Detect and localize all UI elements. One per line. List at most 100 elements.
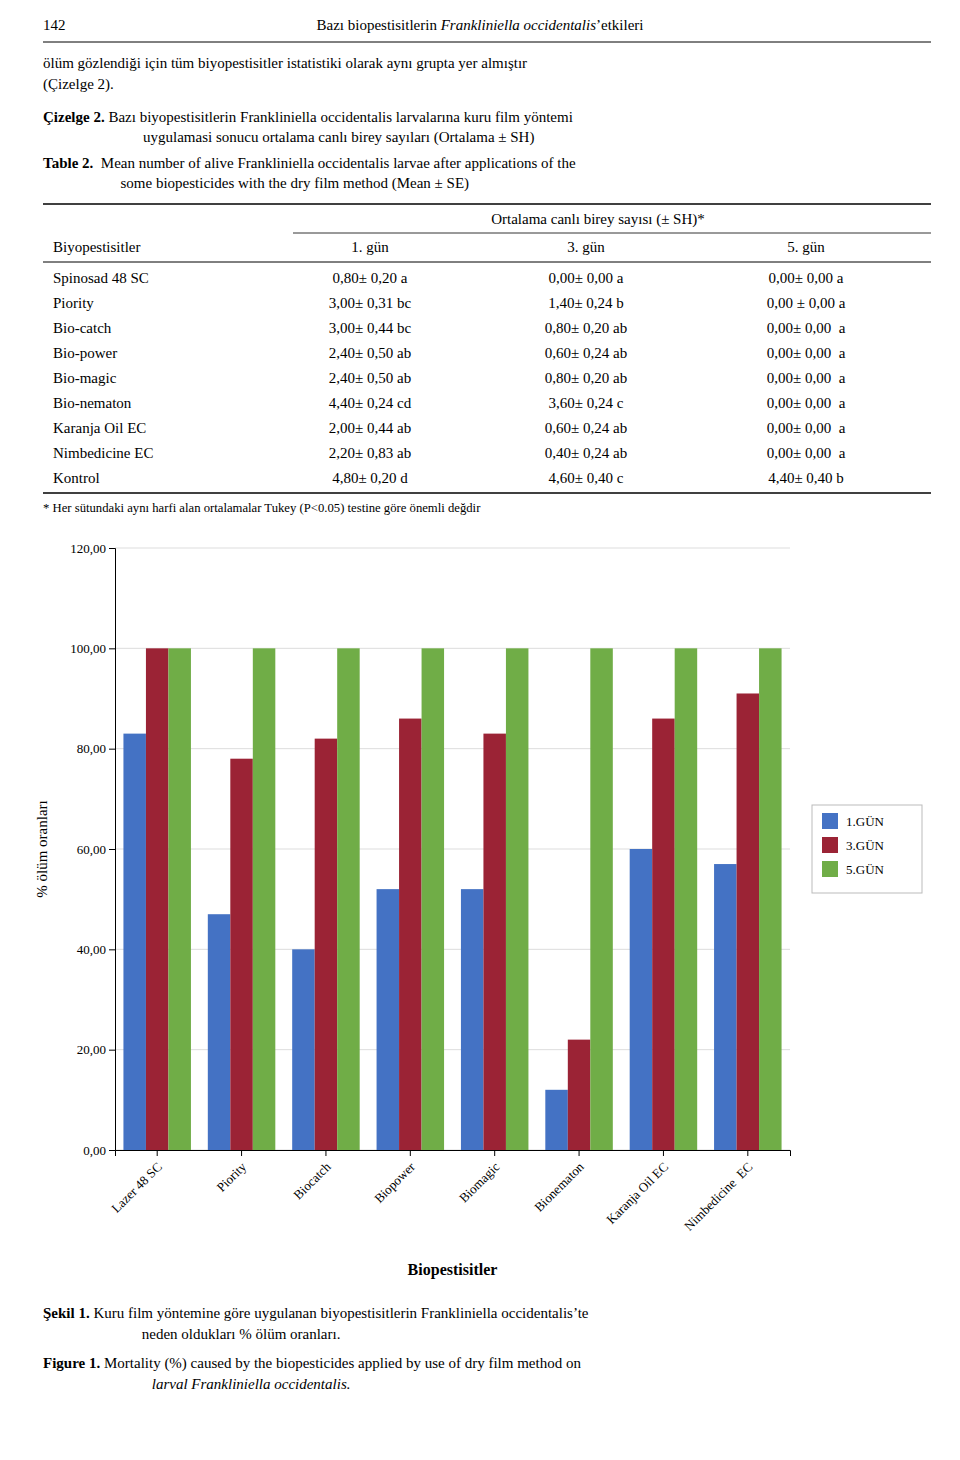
y-tick: 40,00 <box>77 942 115 957</box>
x-tick: Biopower <box>371 1150 418 1206</box>
figure-caption-part: Figure 1. <box>43 1355 100 1371</box>
y-tick: 20,00 <box>77 1042 115 1057</box>
x-tick-mark <box>241 1150 242 1156</box>
page: {"chart_data": { "type": "bar", "categor… <box>0 0 960 1460</box>
axis-domain <box>109 549 116 1151</box>
footnote: * Her sütundaki aynı harfi alan ortalama… <box>43 501 481 515</box>
x-axis-label: Biopestisitler <box>408 1261 498 1279</box>
bar <box>230 759 253 1150</box>
table-cell: 3,00± 0,31 bc <box>329 295 412 311</box>
table-cell: Bio-catch <box>53 320 112 336</box>
figure-caption: neden oldukları % ölüm oranları. <box>138 1326 340 1342</box>
y-tick-label: 100,00 <box>70 641 106 656</box>
x-tick-label: Bionematon <box>531 1159 587 1215</box>
y-tick-mark <box>109 1050 115 1051</box>
bar <box>545 1090 568 1150</box>
table-cell: 0,80± 0,20 ab <box>545 320 627 336</box>
bar <box>652 719 675 1150</box>
table-column-header: Biyopestisitler <box>53 239 141 255</box>
x-tick-label: Lazer 48 SC <box>108 1159 165 1216</box>
y-tick-label: 60,00 <box>77 842 106 857</box>
figure-caption: larval Frankliniella occidentalis. <box>148 1376 350 1392</box>
table-bottom-rule <box>43 492 931 494</box>
y-tick-mark <box>109 849 115 850</box>
table-cell: 4,60± 0,40 c <box>549 470 624 486</box>
bar <box>590 648 613 1150</box>
bar <box>377 889 400 1150</box>
table-caption: some biopesticides with the dry film met… <box>113 175 469 192</box>
y-tick: 0,00 <box>83 1143 115 1158</box>
bar <box>737 693 760 1150</box>
bars <box>123 648 781 1150</box>
y-tick-label: 80,00 <box>77 741 106 756</box>
x-tick-label: Nimbedicine EC <box>681 1159 755 1233</box>
figure-caption: Şekil 1. Kuru film yöntemine göre uygula… <box>43 1305 589 1321</box>
bar <box>714 864 737 1150</box>
bar <box>253 648 276 1150</box>
x-tick-mark <box>410 1150 411 1156</box>
x-tick: Nimbedicine EC <box>681 1150 755 1234</box>
header-rule <box>43 42 931 43</box>
table-caption-part: Table 2. <box>43 155 94 171</box>
table-cell: 0,40± 0,24 ab <box>545 445 627 461</box>
axis-domain <box>116 1151 791 1157</box>
table-cell: Kontrol <box>53 470 100 486</box>
y-tick: 80,00 <box>77 741 115 756</box>
x-tick-label: Biopower <box>371 1159 418 1206</box>
legend-label: 1.GÜN <box>846 814 885 829</box>
y-tick-mark <box>109 548 115 549</box>
bar <box>759 648 782 1150</box>
figure-caption-part: Şekil 1. <box>43 1305 90 1321</box>
y-axis: 0,0020,0040,0060,0080,00100,00120,00 <box>70 541 115 1158</box>
legend-item: 5.GÜN <box>822 861 885 877</box>
table-cell: 0,00± 0,00 a <box>767 370 846 386</box>
table-caption: Çizelge 2. Bazı biyopestisitlerin Frankl… <box>43 109 573 125</box>
table-span-header: Ortalama canlı birey sayısı (± SH)* <box>491 211 705 228</box>
x-tick-mark <box>494 1150 495 1156</box>
table-sub-rule <box>293 233 931 234</box>
table-cell: 3,00± 0,44 bc <box>329 320 412 336</box>
y-tick: 100,00 <box>70 641 115 656</box>
table-cell: 0,00± 0,00 a <box>767 395 846 411</box>
figure-caption-part: Kuru film yöntemine göre uygulanan biyop… <box>90 1305 589 1321</box>
bar <box>630 849 653 1150</box>
x-tick: Biocatch <box>290 1150 334 1202</box>
table-cell: 4,80± 0,20 d <box>332 470 408 486</box>
table-cell: Karanja Oil EC <box>53 420 146 436</box>
table-cell: 2,40± 0,50 ab <box>329 345 411 361</box>
bar <box>292 949 315 1150</box>
table-column-header: 1. gün <box>351 239 389 255</box>
bar-series <box>146 648 759 1150</box>
y-tick-mark <box>109 949 115 950</box>
header: Bazı biopestisitlerin Frankliniella occi… <box>316 17 643 33</box>
legend-frame <box>812 805 922 893</box>
x-tick: Bionematon <box>531 1150 587 1215</box>
table-cell: 2,40± 0,50 ab <box>329 370 411 386</box>
x-tick: Biomagic <box>456 1150 503 1205</box>
x-tick: Lazer 48 SC <box>108 1150 165 1216</box>
table-cell: 0,00± 0,00 a <box>549 270 624 286</box>
table-top-rule <box>43 203 931 205</box>
y-tick-mark <box>109 648 115 649</box>
legend-swatch <box>822 861 838 877</box>
table-caption-part: Çizelge 2. <box>43 109 105 125</box>
table-caption: uygulamasi sonucu ortalama canlı birey s… <box>143 129 534 146</box>
table-cell: Bio-power <box>53 345 117 361</box>
x-tick-label: Biomagic <box>456 1159 503 1206</box>
legend-item: 3.GÜN <box>822 837 885 853</box>
table-cell: 0,00± 0,00 a <box>769 270 844 286</box>
bar <box>315 739 338 1150</box>
legend-swatch <box>822 813 838 829</box>
x-tick-mark <box>325 1150 326 1156</box>
table-caption-part: Mean number of alive Frankliniella occid… <box>93 155 576 171</box>
y-tick-mark <box>109 749 115 750</box>
table-cell: 0,60± 0,24 ab <box>545 345 627 361</box>
table-cell: Piority <box>53 295 94 311</box>
y-tick-mark <box>109 1150 115 1151</box>
table-cell: 0,00± 0,00 a <box>767 445 846 461</box>
chart: 0,0020,0040,0060,0080,00100,00120,00Laze… <box>34 541 922 1279</box>
canvas: 142Bazı biopestisitlerin Frankliniella o… <box>0 0 960 1460</box>
bar <box>422 648 445 1150</box>
table-cell: 0,00 ± 0,00 a <box>767 295 846 311</box>
legend-label: 5.GÜN <box>846 862 885 877</box>
